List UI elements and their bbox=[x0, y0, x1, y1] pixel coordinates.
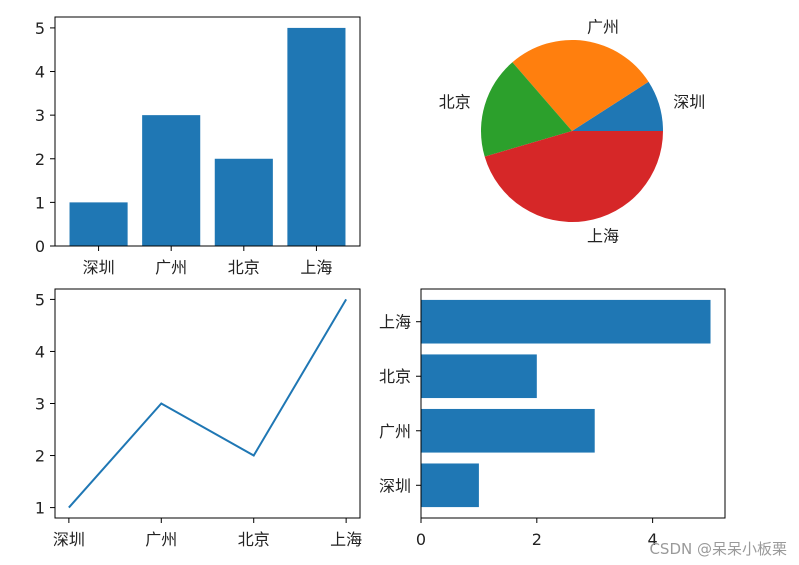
y-tick-label: 3 bbox=[35, 395, 45, 414]
y-tick-label: 广州 bbox=[379, 422, 411, 441]
x-tick-label: 广州 bbox=[155, 258, 187, 277]
x-tick-label: 深圳 bbox=[83, 258, 115, 277]
y-tick-label: 上海 bbox=[379, 313, 411, 332]
axes-frame bbox=[54, 16, 361, 247]
y-tick-label: 2 bbox=[35, 150, 45, 169]
pie-label: 深圳 bbox=[673, 92, 705, 111]
bar bbox=[421, 354, 537, 399]
bar bbox=[69, 202, 128, 246]
y-tick-label: 0 bbox=[35, 237, 45, 256]
y-tick-label: 4 bbox=[35, 342, 45, 361]
bar bbox=[214, 158, 273, 246]
axes-frame bbox=[420, 288, 726, 519]
bar bbox=[421, 463, 479, 508]
y-tick-label: 北京 bbox=[379, 367, 411, 386]
watermark: CSDN @呆呆小板栗 bbox=[649, 540, 787, 558]
axes-frame bbox=[54, 288, 361, 519]
pie-label: 广州 bbox=[587, 18, 619, 37]
pie-label: 北京 bbox=[439, 92, 471, 111]
x-tick-label: 上海 bbox=[300, 258, 332, 277]
y-tick-label: 5 bbox=[35, 290, 45, 309]
horizontal-bar-chart: 深圳 广州 北京 上海 0 2 4 bbox=[379, 288, 726, 549]
y-tick-label: 3 bbox=[35, 106, 45, 125]
bar bbox=[142, 115, 201, 247]
y-tick-label: 深圳 bbox=[379, 476, 411, 495]
bar bbox=[421, 408, 595, 453]
pie-slice bbox=[480, 62, 572, 157]
line-chart: 深圳 广州 北京 上海 1 2 3 4 5 bbox=[35, 288, 362, 549]
x-tick-label: 北京 bbox=[238, 530, 270, 549]
x-tick-label: 0 bbox=[416, 530, 426, 549]
x-tick-label: 北京 bbox=[228, 258, 260, 277]
pie-slice bbox=[512, 39, 649, 131]
x-tick-label: 深圳 bbox=[53, 530, 85, 549]
x-tick-label: 2 bbox=[532, 530, 542, 549]
bar bbox=[421, 299, 711, 344]
x-tick-label: 4 bbox=[648, 530, 658, 549]
y-tick-label: 5 bbox=[35, 19, 45, 38]
series-line bbox=[68, 298, 347, 509]
x-tick-label: 广州 bbox=[145, 530, 177, 549]
y-tick-label: 1 bbox=[35, 193, 45, 212]
bar bbox=[287, 27, 346, 247]
x-tick-label: 上海 bbox=[330, 530, 362, 549]
y-tick-label: 4 bbox=[35, 63, 45, 82]
pie-label: 上海 bbox=[587, 226, 619, 245]
pie-slice bbox=[572, 81, 663, 131]
y-tick-label: 1 bbox=[35, 499, 45, 518]
pie-slice bbox=[484, 131, 663, 223]
vertical-bar-chart: 深圳 广州 北京 上海 0 1 2 3 4 5 bbox=[35, 16, 361, 277]
y-tick-label: 2 bbox=[35, 447, 45, 466]
